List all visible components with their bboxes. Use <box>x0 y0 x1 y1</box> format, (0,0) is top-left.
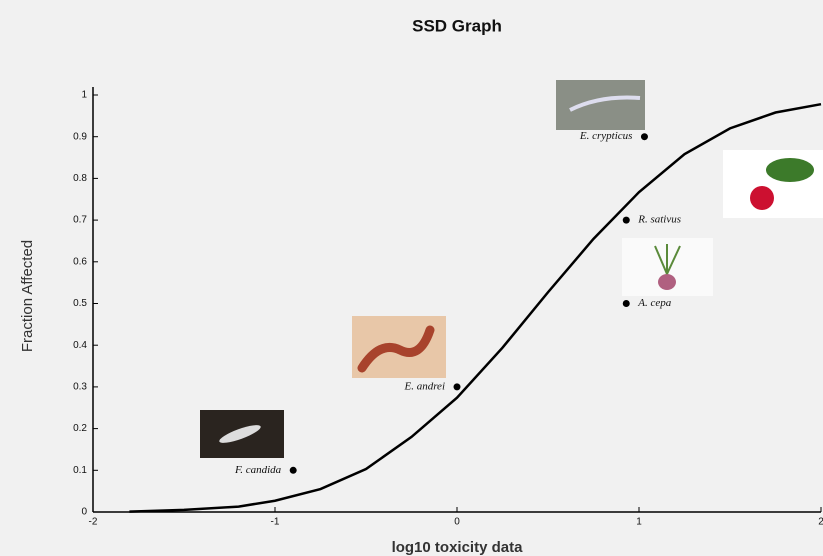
image-enchytraeid <box>556 80 645 130</box>
x-tick-label: -1 <box>271 517 280 528</box>
point-label: E. crypticus <box>579 130 633 142</box>
data-point <box>641 133 648 140</box>
x-tick-label: 1 <box>636 517 642 528</box>
x-tick-label: 2 <box>818 517 823 528</box>
y-tick-label: 0.9 <box>73 131 87 142</box>
data-point <box>623 217 630 224</box>
page: SSD Graph log10 toxicity data Fraction A… <box>0 0 823 556</box>
point-label: F. candida <box>234 464 282 476</box>
x-tick-label: -2 <box>89 517 98 528</box>
y-tick-label: 0.3 <box>73 382 87 393</box>
image-detail <box>766 158 814 182</box>
point-label: E. andrei <box>403 380 445 392</box>
chart-title: SSD Graph <box>412 16 502 35</box>
x-tick-label: 0 <box>454 517 460 528</box>
data-point <box>623 300 630 307</box>
y-tick-label: 0.8 <box>73 173 87 184</box>
x-axis-label: log10 toxicity data <box>392 539 524 556</box>
y-axis-label: Fraction Affected <box>19 240 36 352</box>
y-tick-label: 0.7 <box>73 215 87 226</box>
point-label: A. cepa <box>637 297 671 309</box>
image-detail <box>750 186 774 210</box>
y-tick-label: 0.2 <box>73 423 87 434</box>
y-tick-label: 0.5 <box>73 298 87 309</box>
y-tick-label: 0.4 <box>73 340 87 351</box>
data-point <box>290 467 297 474</box>
point-label: R. sativus <box>637 214 681 226</box>
chart: SSD Graph log10 toxicity data Fraction A… <box>0 0 823 556</box>
y-tick-label: 0 <box>81 507 87 518</box>
image-radish <box>723 150 823 218</box>
y-tick-label: 1 <box>81 90 87 101</box>
y-tick-label: 0.6 <box>73 256 87 267</box>
data-point <box>454 383 461 390</box>
image-detail <box>658 274 676 290</box>
y-tick-label: 0.1 <box>73 465 87 476</box>
